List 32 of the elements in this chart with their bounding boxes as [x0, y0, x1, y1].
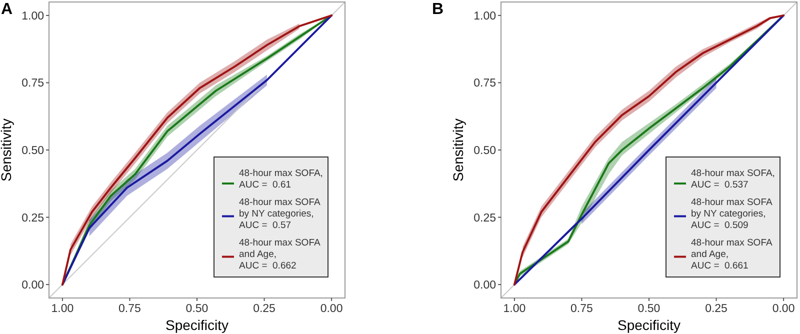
- legend-label: 48-hour max SOFA, AUC = 0.61: [239, 168, 323, 190]
- y-tick-label: 0.00: [474, 280, 496, 292]
- y-tick-label: 1.00: [22, 10, 44, 22]
- y-axis-title: Sensitivity: [450, 118, 466, 182]
- x-axis-title: Specificity: [165, 317, 229, 333]
- y-axis-title: Sensitivity: [0, 118, 14, 182]
- legend-label: 48-hour max SOFA and Age, AUC = 0.662: [239, 238, 321, 272]
- y-tick-label: 0.75: [22, 78, 44, 90]
- legend-label: 48-hour max SOFA by NY categories, AUC = 0.509: [691, 197, 773, 231]
- x-tick-label: 0.75: [118, 303, 141, 315]
- y-tick-label: 0.50: [22, 145, 44, 157]
- y-tick-label: 0.75: [474, 78, 496, 90]
- x-tick-label: 0.25: [253, 303, 276, 315]
- legend-label: 48-hour max SOFA, AUC = 0.537: [691, 168, 775, 190]
- chart-title: A: [1, 1, 13, 18]
- x-tick-label: 0.75: [570, 303, 593, 315]
- y-tick-label: 1.00: [474, 10, 496, 22]
- y-tick-label: 0.25: [474, 212, 496, 224]
- legend-label: 48-hour max SOFA and Age, AUC = 0.661: [691, 238, 773, 272]
- x-tick-label: 1.00: [51, 303, 74, 315]
- x-tick-label: 0.00: [320, 303, 343, 315]
- y-tick-label: 0.00: [22, 280, 44, 292]
- x-axis-title: Specificity: [617, 317, 681, 333]
- x-tick-label: 1.00: [503, 303, 526, 315]
- x-tick-label: 0.25: [705, 303, 728, 315]
- x-tick-label: 0.50: [638, 303, 660, 315]
- y-tick-label: 0.50: [474, 145, 496, 157]
- y-tick-label: 0.25: [22, 212, 44, 224]
- x-tick-label: 0.50: [186, 303, 208, 315]
- chart-title: B: [432, 1, 444, 18]
- x-tick-label: 0.00: [772, 303, 795, 315]
- legend-label: 48-hour max SOFA by NY categories, AUC = 0.57: [239, 197, 321, 231]
